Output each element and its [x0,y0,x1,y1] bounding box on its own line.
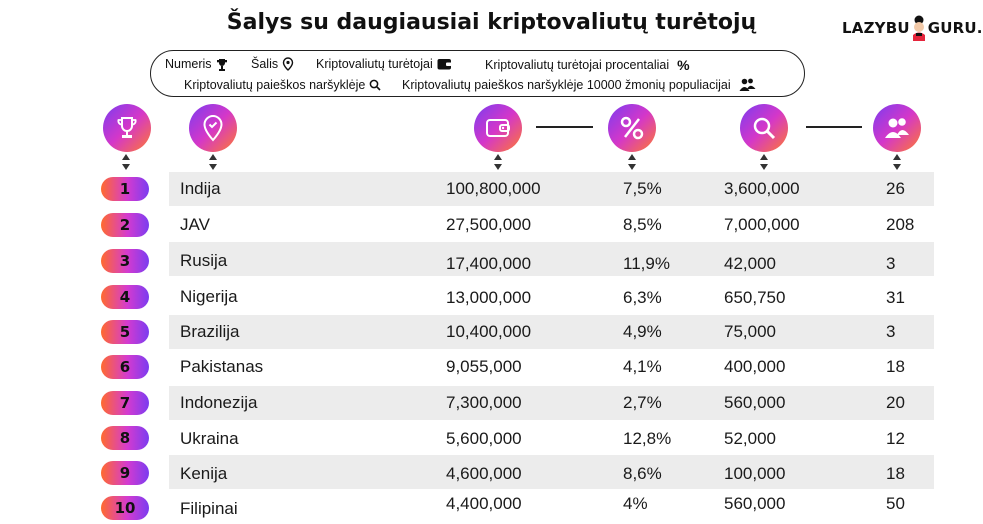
country-cell: Filipinai [180,499,238,518]
searches-cell: 7,000,000 [724,215,800,234]
per-10000-cell: 12 [886,429,905,448]
holders-cell: 7,300,000 [446,393,522,412]
row-stripe [169,315,934,349]
percent-cell: 7,5% [623,179,662,198]
population-header-people-icon [873,104,921,152]
per-10000-cell: 208 [886,215,915,234]
country-cell: Indija [180,179,221,198]
row-stripe [169,172,934,206]
percent-cell: 4,9% [623,322,662,341]
rank-badge: 2 [101,213,149,237]
per-10000-cell: 26 [886,179,905,198]
country-cell: Rusija [180,251,228,270]
mascot-icon [911,15,927,41]
search-icon [369,79,381,91]
percent-cell: 12,8% [623,429,672,448]
legend-country: Šalis [251,57,294,71]
holders-cell: 13,000,000 [446,288,532,307]
searches-cell: 100,000 [724,464,786,483]
location-pin-icon [282,57,294,71]
holders-cell: 9,055,000 [446,357,522,376]
country-cell: Nigerija [180,287,238,306]
connector-line [536,126,593,128]
sort-arrows-icon[interactable] [493,153,503,171]
holders-header-wallet-icon [474,104,522,152]
people-icon [739,78,756,91]
per-10000-cell: 20 [886,393,905,412]
per-10000-cell: 18 [886,464,905,483]
rank-badge: 1 [101,177,149,201]
country-header-pin-icon [189,104,237,152]
per-10000-cell: 18 [886,357,905,376]
percent-cell: 4% [623,494,648,513]
page-title: Šalys su daugiausiai kriptovaliutų turėt… [226,10,757,35]
legend-percent: Kriptovaliutų turėtojai procentaliai % [485,57,690,73]
searches-cell: 52,000 [724,429,776,448]
country-cell: Pakistanas [180,357,264,376]
searches-cell: 75,000 [724,322,776,341]
sort-arrows-icon[interactable] [892,153,902,171]
sort-arrows-icon[interactable] [627,153,637,171]
searches-cell: 400,000 [724,357,786,376]
searches-cell: 42,000 [724,254,776,273]
row-stripe [169,386,934,420]
logo-text-left: LAZYBU [842,19,910,37]
percent-cell: 11,9% [623,254,670,273]
rank-badge: 5 [101,320,149,344]
searches-cell: 560,000 [724,494,786,513]
country-cell: JAV [180,215,210,234]
rank-badge: 3 [101,249,149,273]
rank-badge: 4 [101,285,149,309]
logo-text-right: GURU.LT [927,19,983,37]
country-cell: Ukraina [180,429,239,448]
rank-badge: 10 [101,496,149,520]
legend-searches: Kriptovaliutų paieškos naršyklėje [184,78,381,92]
holders-cell: 10,400,000 [446,322,532,341]
connector-line [806,126,862,128]
lazybuguru-logo[interactable]: LAZYBU GURU.LT [842,15,983,41]
wallet-icon [437,59,452,70]
rank-badge: 7 [101,391,149,415]
row-stripe [169,455,934,489]
percent-cell: 6,3% [623,288,662,307]
percent-cell: 4,1% [623,357,662,376]
percent-header-icon [608,104,656,152]
per-10000-cell: 50 [886,494,905,513]
per-10000-cell: 3 [886,322,896,341]
legend-holders: Kriptovaliutų turėtojai [316,57,452,71]
country-cell: Brazilija [180,322,240,341]
holders-cell: 4,600,000 [446,464,522,483]
searches-cell: 560,000 [724,393,786,412]
legend-searches-per: Kriptovaliutų paieškos naršyklėje 10000 … [402,78,756,92]
legend-rank: Numeris [165,57,228,71]
rank-badge: 6 [101,355,149,379]
per-10000-cell: 31 [886,288,905,307]
per-10000-cell: 3 [886,254,896,273]
sort-arrows-icon[interactable] [759,153,769,171]
legend-box: Numeris Šalis Kriptovaliutų turėtojai Kr… [150,50,805,97]
row-stripe [169,242,934,276]
percent-cell: 8,6% [623,464,662,483]
sort-arrows-icon[interactable] [121,153,131,171]
searches-cell: 3,600,000 [724,179,800,198]
rank-badge: 9 [101,461,149,485]
country-cell: Kenija [180,464,228,483]
trophy-icon [216,58,227,71]
sort-arrows-icon[interactable] [208,153,218,171]
country-cell: Indonezija [180,393,258,412]
holders-cell: 27,500,000 [446,215,532,234]
holders-cell: 100,800,000 [446,179,541,198]
searches-cell: 650,750 [724,288,786,307]
percent-cell: 8,5% [623,215,662,234]
holders-cell: 17,400,000 [446,254,532,273]
holders-cell: 4,400,000 [446,494,522,513]
holders-cell: 5,600,000 [446,429,522,448]
rank-badge: 8 [101,426,149,450]
percent-icon: % [677,57,690,73]
rank-header-trophy-icon [103,104,151,152]
percent-cell: 2,7% [623,393,662,412]
searches-header-search-icon [740,104,788,152]
